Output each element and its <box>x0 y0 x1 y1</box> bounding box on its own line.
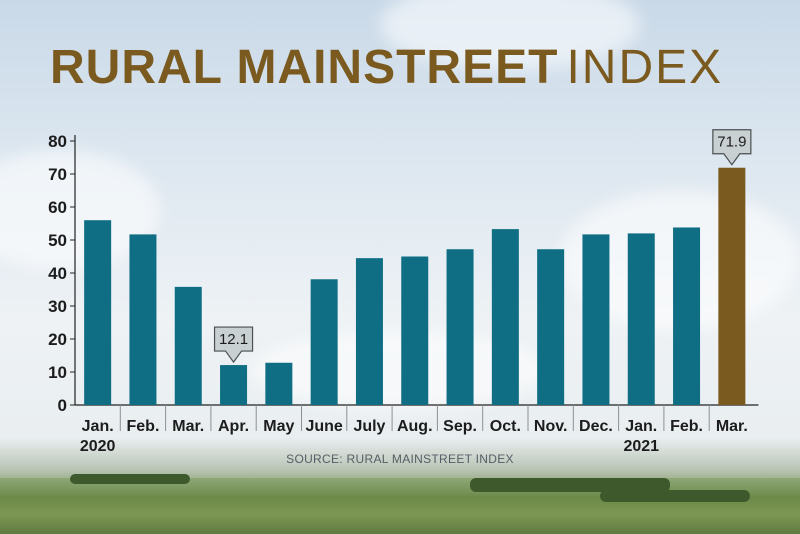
y-tick-label: 10 <box>48 363 67 382</box>
y-tick-label: 50 <box>48 231 67 250</box>
bar <box>265 362 293 405</box>
data-callout <box>712 129 752 166</box>
x-tick-label: June <box>305 418 342 435</box>
bar <box>310 279 338 405</box>
bar <box>174 286 202 405</box>
bar <box>673 227 701 405</box>
treeline <box>600 490 750 502</box>
y-tick-label: 30 <box>48 297 67 316</box>
title-light: INDEX <box>566 41 724 94</box>
x-tick-label: July <box>353 418 385 435</box>
bar <box>582 234 610 405</box>
data-callout <box>213 326 254 364</box>
bar <box>84 220 112 405</box>
x-tick-label: Jan. <box>625 418 657 435</box>
y-tick-label: 0 <box>58 396 67 415</box>
y-tick-label: 40 <box>48 264 67 283</box>
bar <box>220 365 248 405</box>
bar <box>627 233 655 405</box>
x-tick-label: Dec. <box>579 418 613 435</box>
x-tick-label: Aug. <box>397 418 433 435</box>
page-title: RURAL MAINSTREET INDEX <box>50 38 723 98</box>
year-label: 2021 <box>623 438 659 455</box>
bar <box>129 234 157 405</box>
y-tick-label: 70 <box>48 165 67 184</box>
bar <box>537 249 565 405</box>
x-tick-label: Jan. <box>82 418 114 435</box>
bar <box>718 167 746 405</box>
x-tick-label: Mar. <box>716 418 748 435</box>
x-tick-label: May <box>263 418 294 435</box>
title-bold: RURAL MAINSTREET <box>50 41 559 94</box>
x-tick-label: Sep. <box>443 418 477 435</box>
x-tick-label: Nov. <box>534 418 567 435</box>
x-tick-label: Oct. <box>490 418 521 435</box>
y-tick-label: 20 <box>48 330 67 349</box>
source-note: SOURCE: RURAL MAINSTREET INDEX <box>286 452 514 466</box>
year-label: 2020 <box>80 438 116 455</box>
bar <box>355 258 383 405</box>
x-tick-label: Mar. <box>172 418 204 435</box>
cloud <box>380 0 640 70</box>
data-label: 71.9 <box>717 134 746 151</box>
x-tick-label: Feb. <box>127 418 160 435</box>
bar <box>446 249 474 405</box>
treeline <box>70 474 190 484</box>
bar <box>401 256 429 405</box>
x-tick-label: Feb. <box>670 418 703 435</box>
bar <box>491 229 519 405</box>
data-label: 12.1 <box>219 331 248 348</box>
y-tick-label: 60 <box>48 198 67 217</box>
y-tick-label: 80 <box>48 132 67 151</box>
x-tick-label: Apr. <box>218 418 249 435</box>
treeline <box>470 478 670 492</box>
